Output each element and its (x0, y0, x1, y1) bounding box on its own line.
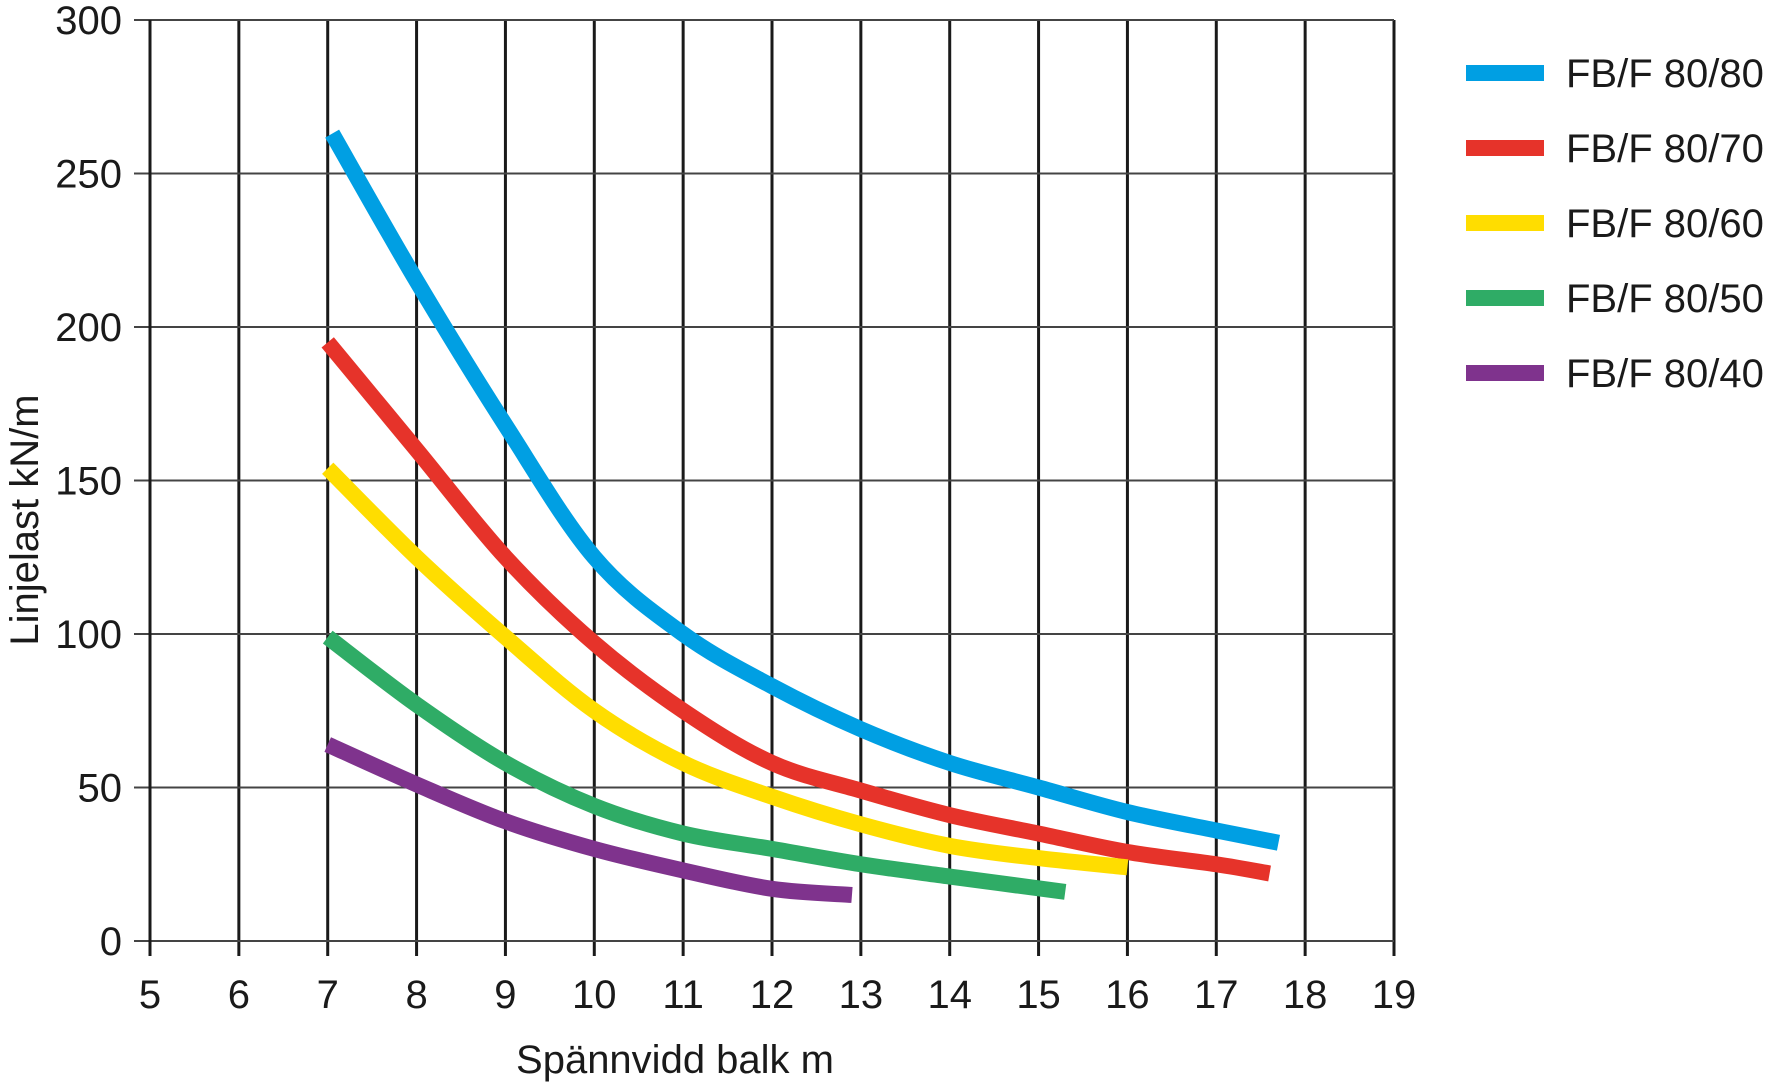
y-tick-label: 50 (78, 767, 123, 811)
x-tick-label: 7 (317, 973, 339, 1017)
x-tick-label: 15 (1016, 973, 1061, 1017)
legend-swatch (1466, 290, 1544, 306)
y-tick-label: 200 (55, 306, 122, 350)
legend-item: FB/F 80/50 (1466, 277, 1764, 321)
x-tick-label: 13 (839, 973, 884, 1017)
legend-item: FB/F 80/80 (1466, 52, 1764, 96)
series-line-fb-f-80-50 (322, 630, 1067, 900)
legend-label: FB/F 80/40 (1566, 352, 1764, 396)
y-tick-label: 0 (100, 920, 122, 964)
x-tick-label: 14 (927, 973, 972, 1017)
y-tick-label: 150 (55, 460, 122, 504)
x-tick-label: 17 (1194, 973, 1239, 1017)
x-tick-label: 18 (1283, 973, 1328, 1017)
y-tick-label: 250 (55, 153, 122, 197)
y-axis-title: Linjelast kN/m (3, 394, 47, 645)
legend-swatch (1466, 65, 1544, 81)
legend: FB/F 80/80 FB/F 80/70 FB/F 80/60 FB/F 80/50… (1466, 52, 1764, 396)
x-tick-label: 8 (405, 973, 427, 1017)
y-tick-label: 100 (55, 613, 122, 657)
series-line-fb-f-80-80 (325, 129, 1281, 851)
x-tick-label: 10 (572, 973, 617, 1017)
data-series (321, 129, 1281, 903)
x-tick-label: 9 (494, 973, 516, 1017)
legend-label: FB/F 80/60 (1566, 202, 1764, 246)
legend-label: FB/F 80/70 (1566, 127, 1764, 171)
legend-swatch (1466, 365, 1544, 381)
x-tick-label: 19 (1372, 973, 1417, 1017)
grid-lines (134, 19, 1396, 956)
legend-label: FB/F 80/50 (1566, 277, 1764, 321)
legend-swatch (1466, 215, 1544, 231)
legend-item: FB/F 80/40 (1466, 352, 1764, 396)
x-tick-label: 5 (139, 973, 161, 1017)
x-tick-label: 12 (750, 973, 795, 1017)
legend-swatch (1466, 140, 1544, 156)
legend-item: FB/F 80/60 (1466, 202, 1764, 246)
series-line-fb-f-80-70 (321, 337, 1271, 882)
x-tick-label: 16 (1105, 973, 1150, 1017)
x-axis-tick-labels: 5 6 7 8 9 10 11 12 13 14 15 16 17 18 19 (139, 973, 1416, 1017)
series-line-fb-f-80-60 (322, 462, 1129, 876)
series-line-fb-f-80-40 (324, 737, 853, 903)
legend-item: FB/F 80/70 (1466, 127, 1764, 171)
x-tick-label: 6 (228, 973, 250, 1017)
y-axis-tick-labels: 0 50 100 150 200 250 300 (55, 0, 122, 964)
x-axis-title: Spännvidd balk m (516, 1038, 834, 1082)
y-tick-label: 300 (55, 0, 122, 43)
x-tick-label: 11 (662, 973, 704, 1017)
legend-label: FB/F 80/80 (1566, 52, 1764, 96)
